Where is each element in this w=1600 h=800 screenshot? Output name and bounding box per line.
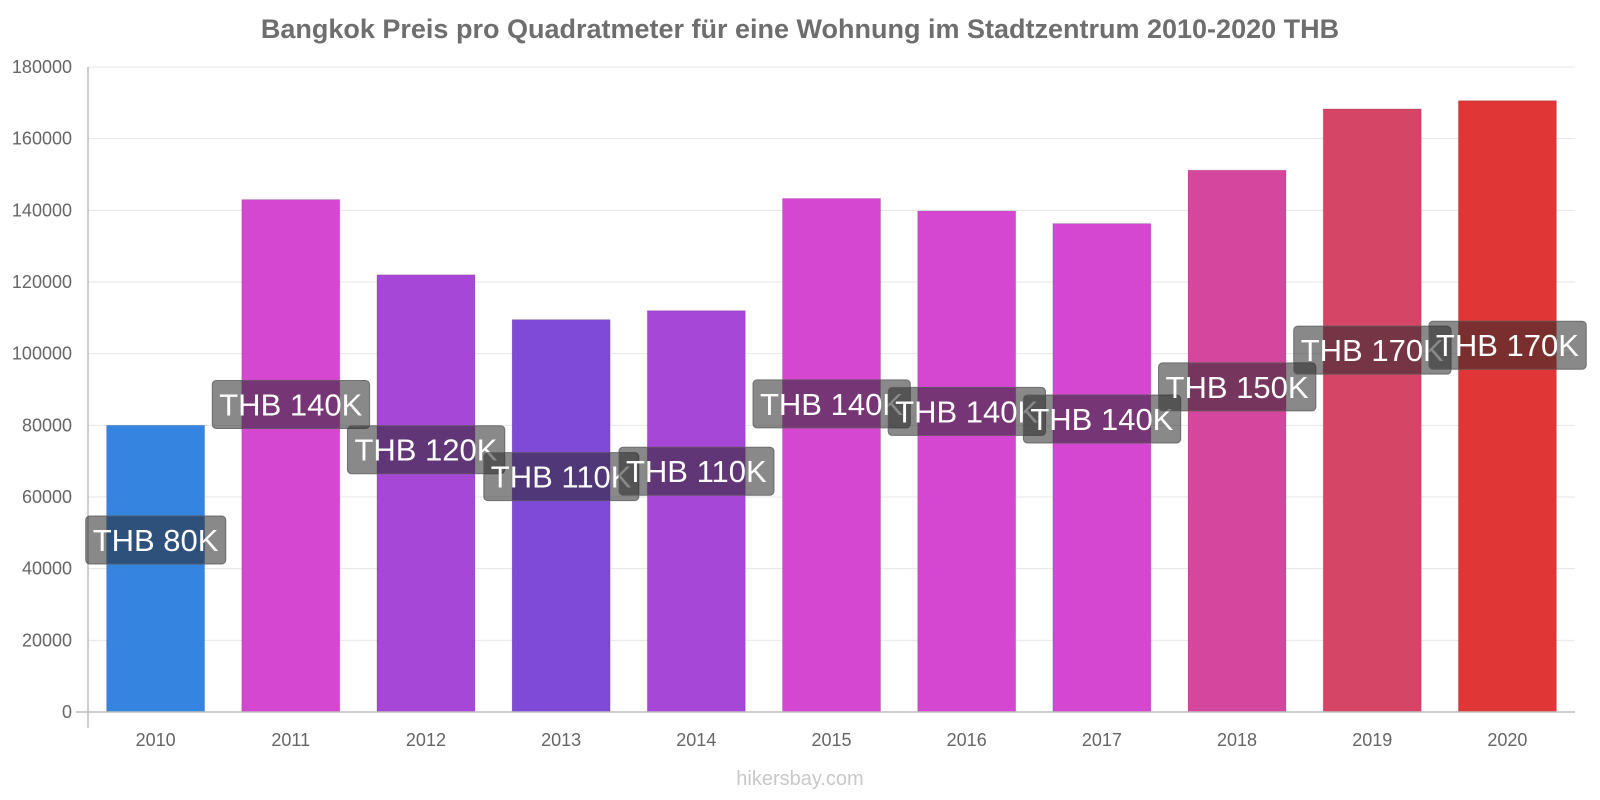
data-label-box bbox=[85, 515, 227, 565]
bars bbox=[106, 100, 1557, 713]
x-tick-label: 2013 bbox=[541, 730, 581, 750]
y-tick-label: 100000 bbox=[12, 344, 72, 364]
x-tick-label: 2019 bbox=[1352, 730, 1392, 750]
y-tick-label: 60000 bbox=[22, 487, 72, 507]
bar-2018 bbox=[1187, 169, 1287, 713]
y-tick-label: 120000 bbox=[12, 272, 72, 292]
data-label: THB 150K bbox=[1166, 370, 1309, 405]
x-tick-label: 2014 bbox=[676, 730, 716, 750]
y-tick-label: 80000 bbox=[22, 415, 72, 435]
bar-2017 bbox=[1052, 223, 1152, 713]
data-label-box bbox=[346, 425, 506, 475]
data-label-box bbox=[1158, 362, 1317, 412]
y-tick-label: 40000 bbox=[22, 559, 72, 579]
bar-2020 bbox=[1457, 100, 1557, 713]
bar-2016 bbox=[917, 210, 1017, 713]
data-label: THB 140K bbox=[760, 387, 903, 422]
data-label: THB 110K bbox=[626, 454, 767, 489]
data-label-box bbox=[1428, 320, 1587, 370]
x-tick-label: 2012 bbox=[406, 730, 446, 750]
data-label-box bbox=[618, 446, 775, 496]
y-tick-label: 180000 bbox=[12, 57, 72, 77]
bar-2013 bbox=[511, 319, 611, 713]
bar-2015 bbox=[782, 198, 881, 713]
x-tick-label: 2015 bbox=[811, 730, 851, 750]
x-tick-label: 2020 bbox=[1487, 730, 1527, 750]
x-tick-label: 2016 bbox=[947, 730, 987, 750]
x-tick-label: 2017 bbox=[1082, 730, 1122, 750]
data-label: THB 120K bbox=[354, 433, 497, 468]
y-tick-label: 20000 bbox=[22, 630, 72, 650]
x-tick-label: 2011 bbox=[271, 730, 310, 750]
y-tick-label: 140000 bbox=[12, 200, 72, 220]
x-tick-label: 2018 bbox=[1217, 730, 1257, 750]
x-tick-label: 2010 bbox=[136, 730, 176, 750]
chart-title: Bangkok Preis pro Quadratmeter für eine … bbox=[260, 14, 1340, 44]
bar-2019 bbox=[1322, 108, 1422, 713]
axes: 0 20000 40000 60000 80000 100000 120000 140000 1… bbox=[12, 57, 1575, 750]
data-label: THB 80K bbox=[93, 523, 219, 558]
data-label: THB 170K bbox=[1436, 328, 1579, 363]
bar-2011 bbox=[241, 199, 341, 713]
data-label: THB 140K bbox=[219, 388, 362, 423]
bar-2012 bbox=[376, 274, 476, 713]
data-label: THB 140K bbox=[895, 394, 1038, 429]
y-tick-label: 0 bbox=[62, 702, 72, 722]
data-label-box bbox=[1022, 394, 1182, 444]
data-label: THB 170K bbox=[1301, 333, 1444, 368]
data-label: THB 110K bbox=[491, 460, 632, 495]
bar-2014 bbox=[646, 310, 746, 713]
data-label: THB 140K bbox=[1030, 402, 1173, 437]
y-tick-label: 160000 bbox=[12, 129, 72, 149]
data-label-box bbox=[211, 380, 371, 430]
bar-2010 bbox=[106, 424, 206, 713]
watermark: hikersbay.com bbox=[736, 768, 864, 790]
